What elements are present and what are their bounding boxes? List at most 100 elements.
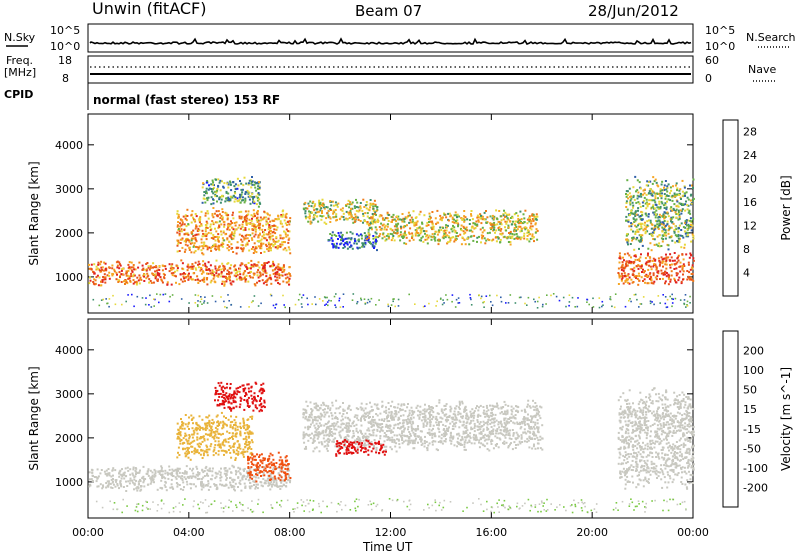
- data-cell: [690, 240, 693, 243]
- data-cell: [635, 238, 638, 241]
- data-cell: [367, 298, 370, 301]
- data-cell: [218, 181, 221, 184]
- data-cell: [538, 296, 540, 299]
- data-cell: [149, 280, 152, 282]
- data-cell: [223, 223, 226, 226]
- data-cell: [479, 228, 482, 231]
- data-cell: [373, 199, 376, 202]
- data-cell: [177, 228, 180, 230]
- data-cell: [518, 219, 521, 222]
- data-cell: [675, 194, 678, 197]
- data-cell: [232, 480, 235, 483]
- data-cell: [272, 238, 275, 241]
- data-cell: [132, 468, 135, 471]
- data-cell: [200, 267, 203, 269]
- data-cell: [453, 240, 456, 243]
- data-cell: [210, 250, 213, 252]
- data-cell: [228, 401, 231, 404]
- data-cell: [195, 473, 198, 476]
- data-cell: [265, 239, 268, 242]
- data-cell: [224, 438, 227, 441]
- data-cell: [690, 220, 693, 223]
- data-cell: [258, 456, 261, 458]
- data-cell: [653, 303, 655, 306]
- data-cell: [197, 477, 199, 480]
- data-cell: [353, 221, 356, 223]
- data-cell: [507, 302, 510, 304]
- data-cell: [651, 199, 654, 202]
- data-cell: [248, 485, 251, 488]
- data-cell: [237, 470, 240, 473]
- data-cell: [631, 281, 634, 284]
- data-cell: [116, 483, 119, 485]
- data-cell: [271, 478, 274, 481]
- data-cell: [626, 233, 629, 236]
- data-cell: [660, 223, 663, 226]
- data-cell: [250, 270, 252, 273]
- data-cell: [476, 214, 479, 217]
- data-cell: [366, 221, 369, 223]
- data-cell: [116, 264, 119, 267]
- data-cell: [134, 281, 136, 284]
- data-cell: [185, 434, 188, 437]
- data-cell: [159, 276, 162, 279]
- data-cell: [422, 240, 425, 243]
- data-cell: [657, 206, 660, 209]
- data-cell: [263, 262, 266, 265]
- data-cell: [156, 488, 159, 491]
- data-cell: [482, 235, 485, 238]
- data-cell: [181, 267, 184, 270]
- data-cell: [677, 233, 680, 236]
- data-cell: [435, 230, 438, 233]
- data-cell: [499, 241, 501, 244]
- data-cell: [194, 485, 197, 488]
- data-cell: [369, 300, 371, 303]
- data-cell: [480, 297, 482, 300]
- data-cell: [227, 183, 230, 186]
- data-cell: [676, 272, 679, 275]
- data-cell: [221, 180, 223, 183]
- data-cell: [97, 475, 100, 478]
- data-cell: [176, 269, 179, 272]
- data-cell: [463, 232, 466, 235]
- data-cell: [343, 245, 346, 248]
- data-cell: [181, 475, 184, 478]
- data-cell: [639, 303, 641, 305]
- data-cell: [253, 202, 256, 205]
- data-cell: [373, 245, 376, 248]
- data-cell: [433, 238, 436, 240]
- data-cell: [100, 299, 103, 301]
- data-cell: [682, 203, 684, 206]
- data-cell: [192, 467, 195, 470]
- data-cell: [661, 262, 664, 265]
- data-cell: [586, 298, 588, 301]
- data-cell: [640, 253, 642, 256]
- data-cell: [349, 231, 352, 234]
- data-cell: [281, 462, 284, 465]
- data-cell: [207, 480, 210, 483]
- data-cell: [274, 268, 276, 271]
- data-cell: [260, 475, 262, 477]
- data-cell: [246, 268, 249, 270]
- data-cell: [432, 225, 435, 228]
- data-cell: [143, 485, 146, 488]
- data-cell: [350, 203, 353, 206]
- data-cell: [189, 475, 192, 478]
- data-cell: [120, 485, 123, 488]
- scatter-cells: [88, 381, 695, 514]
- data-cell: [246, 419, 249, 421]
- data-cell: [246, 383, 249, 386]
- data-cell: [196, 432, 199, 435]
- data-cell: [659, 302, 661, 304]
- data-cell: [205, 267, 208, 270]
- data-cell: [209, 434, 212, 437]
- data-cell: [198, 452, 201, 455]
- data-cell: [271, 468, 274, 471]
- data-cell: [98, 304, 101, 307]
- data-cell: [308, 205, 311, 207]
- data-cell: [508, 235, 511, 238]
- data-cell: [179, 434, 182, 437]
- data-cell: [351, 232, 354, 235]
- data-cell: [663, 233, 666, 236]
- data-cell: [490, 440, 492, 443]
